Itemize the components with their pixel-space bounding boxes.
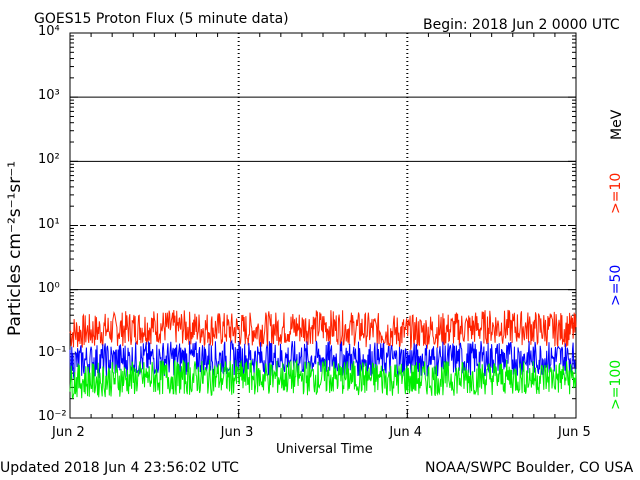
x-tick-label: Jun 3 bbox=[220, 425, 254, 440]
series-line-3 bbox=[69, 359, 577, 399]
legend-ge50: >=50 bbox=[608, 264, 624, 306]
y-tick-label: 10⁻² bbox=[38, 409, 67, 424]
y-tick-label: 10⁻¹ bbox=[38, 344, 67, 360]
y-tick-label: 10⁴ bbox=[38, 24, 60, 39]
x-tick-label: Jun 5 bbox=[558, 425, 591, 440]
y-tick-label: 10³ bbox=[38, 88, 60, 104]
unit-label: MeV bbox=[609, 109, 625, 140]
credit-text: NOAA/SWPC Boulder, CO USA bbox=[425, 460, 634, 476]
x-axis-label: Universal Time bbox=[276, 442, 373, 457]
x-tick-label: Jun 2 bbox=[52, 425, 85, 440]
x-tick-label: Jun 4 bbox=[389, 425, 423, 440]
legend-ge100: >=100 bbox=[608, 359, 624, 410]
legend-ge10: >=10 bbox=[608, 172, 624, 214]
chart-title: GOES15 Proton Flux (5 minute data) bbox=[34, 11, 289, 27]
y-tick-label: 10² bbox=[38, 152, 60, 168]
y-tick-label: 10¹ bbox=[38, 216, 60, 232]
y-tick-label: 10⁰ bbox=[38, 280, 60, 296]
y-axis-label: Particles cm⁻²s⁻¹sr⁻¹ bbox=[5, 160, 25, 336]
begin-date: Begin: 2018 Jun 2 0000 UTC bbox=[423, 17, 620, 33]
series-line-1 bbox=[69, 309, 577, 350]
series-line-2 bbox=[69, 339, 577, 379]
updated-timestamp: Updated 2018 Jun 4 23:56:02 UTC bbox=[0, 460, 239, 476]
